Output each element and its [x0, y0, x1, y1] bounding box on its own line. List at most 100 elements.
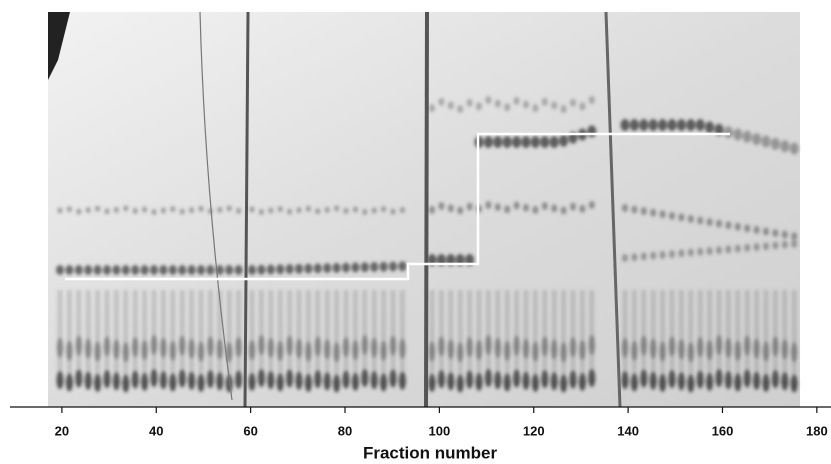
- spot: [276, 264, 285, 275]
- x-tick-label: 180: [806, 423, 828, 438]
- lane: [371, 290, 377, 380]
- spot: [197, 265, 205, 275]
- spot: [570, 98, 576, 107]
- spot: [639, 119, 649, 131]
- spot: [466, 202, 473, 211]
- spot: [541, 97, 548, 106]
- lane: [198, 290, 204, 380]
- spot: [734, 244, 741, 253]
- spot: [532, 205, 539, 214]
- spot: [494, 203, 501, 212]
- lane: [707, 290, 713, 380]
- x-tick-label: 80: [338, 423, 352, 438]
- lane: [631, 290, 637, 380]
- x-axis-label: Fraction number: [363, 443, 498, 462]
- spot: [781, 230, 788, 239]
- spot: [687, 214, 694, 223]
- spot: [761, 135, 771, 148]
- spot: [257, 264, 266, 275]
- spot: [676, 119, 686, 131]
- lane: [95, 290, 101, 380]
- spot: [85, 207, 91, 214]
- spot: [360, 262, 369, 273]
- spot: [198, 205, 204, 212]
- spot: [159, 265, 168, 275]
- lane: [448, 290, 454, 380]
- spot: [150, 265, 158, 275]
- spot: [285, 264, 294, 275]
- x-tick-label: 100: [429, 423, 451, 438]
- lane: [579, 290, 585, 380]
- spot: [334, 205, 340, 212]
- spot: [640, 207, 647, 216]
- spot: [189, 207, 195, 214]
- spot: [733, 128, 743, 141]
- spot: [457, 206, 464, 215]
- lane: [782, 290, 788, 380]
- plate-edge: [424, 11, 429, 408]
- lane: [76, 290, 82, 380]
- spot: [659, 250, 666, 259]
- spot: [142, 206, 148, 213]
- lane: [57, 290, 63, 380]
- lane: [561, 290, 567, 380]
- spot: [640, 252, 647, 261]
- spot: [631, 205, 638, 214]
- spot: [168, 265, 177, 275]
- lane: [697, 290, 703, 380]
- spot: [140, 265, 149, 275]
- lane: [226, 290, 232, 380]
- spot: [512, 136, 522, 148]
- spot: [217, 206, 223, 213]
- lane: [678, 290, 684, 380]
- lane: [132, 290, 138, 380]
- spot: [160, 207, 166, 214]
- spot: [187, 265, 196, 275]
- spot: [588, 201, 595, 209]
- spot: [343, 207, 349, 214]
- spot: [504, 103, 511, 112]
- spot: [362, 209, 368, 215]
- spot: [206, 265, 215, 275]
- spot: [540, 136, 550, 148]
- spot: [84, 265, 93, 275]
- lane: [334, 290, 340, 380]
- spot: [659, 210, 666, 219]
- lane: [467, 290, 473, 380]
- spot: [772, 241, 779, 250]
- lane: [570, 290, 576, 380]
- spot: [351, 262, 360, 273]
- spot: [789, 142, 799, 155]
- lane: [438, 290, 444, 380]
- spot: [521, 136, 531, 148]
- lane: [236, 290, 242, 380]
- spot: [658, 119, 668, 131]
- spot: [74, 265, 83, 275]
- lane: [170, 290, 176, 380]
- spot: [65, 265, 74, 275]
- lane: [514, 290, 520, 380]
- x-tick-label: 120: [523, 423, 545, 438]
- lane: [66, 290, 72, 380]
- spot: [342, 262, 350, 273]
- spot: [504, 205, 511, 214]
- lane: [305, 290, 311, 380]
- spot: [121, 265, 130, 275]
- spot: [753, 243, 760, 252]
- spot: [513, 96, 520, 105]
- lane: [142, 290, 148, 380]
- spot: [466, 98, 473, 107]
- spot: [429, 205, 435, 214]
- spot: [687, 248, 694, 257]
- spot: [716, 246, 722, 255]
- spot: [132, 207, 138, 214]
- spot: [390, 208, 396, 215]
- x-tick-label: 60: [243, 423, 257, 438]
- lane: [249, 290, 255, 380]
- spot: [502, 136, 512, 148]
- spot: [763, 242, 769, 251]
- spot: [305, 205, 311, 212]
- spot: [744, 224, 751, 233]
- spot: [744, 243, 751, 252]
